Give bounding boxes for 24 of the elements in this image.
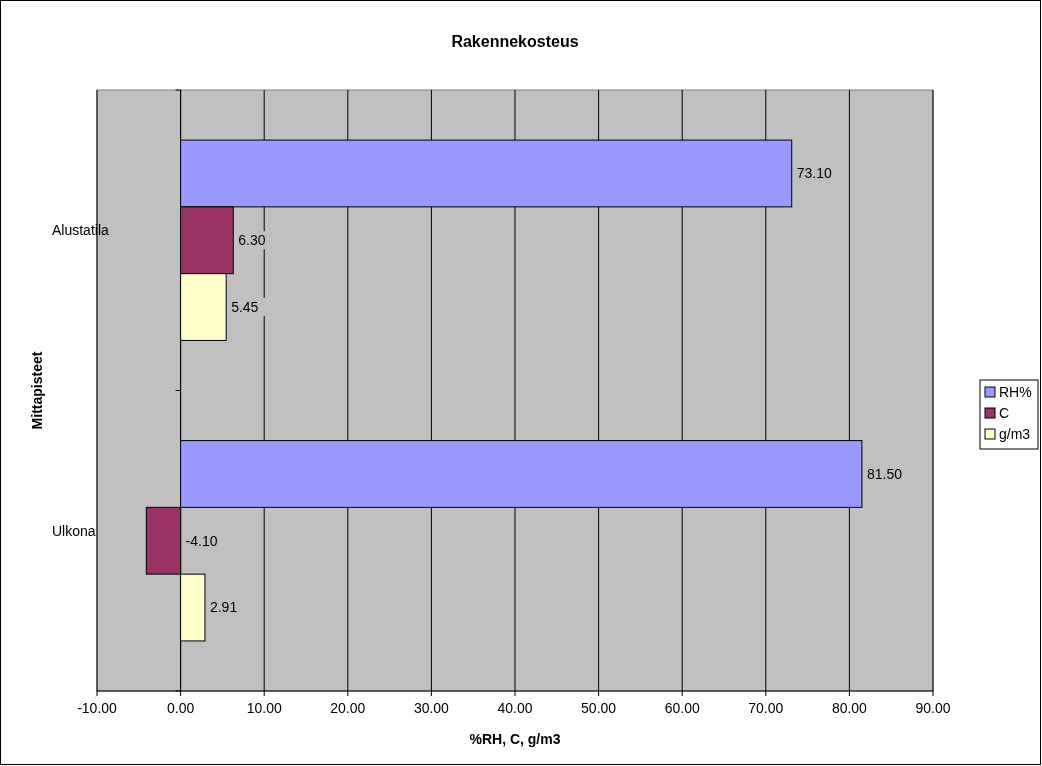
legend-label: g/m3: [999, 425, 1031, 442]
data-label: -4.10: [185, 532, 218, 549]
data-label: 81.50: [866, 465, 903, 482]
data-label: 2.91: [209, 599, 238, 616]
x-tick-label: 0.00: [166, 700, 195, 716]
x-tick-label: 40.00: [497, 700, 533, 716]
x-axis-title: %RH, C, g/m3: [469, 731, 561, 747]
x-tick-label: -10.00: [77, 700, 118, 716]
legend-label: C: [999, 404, 1010, 421]
x-tick-label: 20.00: [330, 700, 366, 716]
x-tick-label: 50.00: [581, 700, 617, 716]
x-tick-label: 90.00: [915, 700, 951, 716]
y-axis-title: Mittapisteet: [29, 351, 45, 430]
chart-title: Rakennekosteus: [451, 33, 579, 50]
data-label: 73.10: [796, 165, 832, 182]
data-label: 6.30: [238, 232, 266, 249]
y-tick-label: Ulkona: [52, 522, 96, 539]
x-tick-label: 70.00: [748, 700, 784, 716]
legend-label: RH%: [999, 383, 1032, 400]
x-tick-label: 80.00: [831, 700, 868, 716]
x-tick-label: 30.00: [413, 700, 450, 716]
x-tick-label: 60.00: [664, 700, 700, 716]
x-tick-label: 10.00: [246, 700, 282, 716]
data-label: 5.45: [231, 298, 259, 315]
